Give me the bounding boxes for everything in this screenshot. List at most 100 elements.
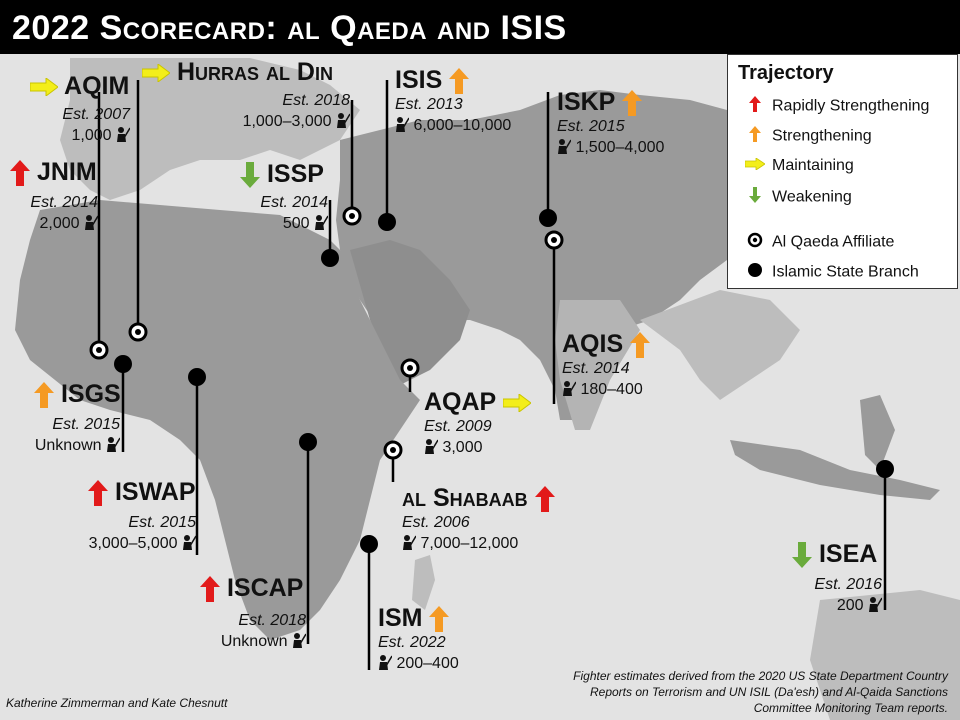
established: Est. 2014	[30, 194, 98, 211]
legend-item-maintaining: Maintaining	[744, 157, 854, 175]
group-name: al Shabaab	[402, 484, 528, 512]
source-note: Fighter estimates derived from the 2020 …	[573, 669, 948, 715]
legend-item-strengthening: Strengthening	[744, 126, 872, 147]
established: Est. 2016	[814, 576, 882, 593]
fighter-icon	[85, 215, 98, 230]
red-up-arrow-icon	[534, 486, 555, 513]
australia-land	[810, 590, 960, 720]
group-name: ISSP	[266, 160, 324, 188]
group-iswap-details: Est. 2015 3,000–5,000	[60, 512, 196, 554]
group-iskp: ISKP Est. 2015 1,500–4,000	[557, 88, 664, 158]
fighter-count: 3,000	[442, 439, 483, 456]
legend-title: Trajectory	[738, 62, 834, 84]
group-name: AQIM	[64, 72, 130, 100]
green-down-arrow-icon	[792, 542, 812, 569]
established: Est. 2015	[128, 514, 196, 531]
legend-item-al-qaeda: Al Qaeda Affiliate	[744, 232, 894, 253]
group-name: ISCAP	[226, 574, 304, 602]
madagascar-land	[412, 555, 435, 610]
leader-lines	[97, 80, 887, 670]
legend: Trajectory Rapidly Strengthening Strengt…	[727, 54, 958, 289]
fighter-icon	[558, 139, 571, 155]
established: Est. 2015	[52, 416, 120, 433]
fighter-count: 1,000	[71, 127, 112, 144]
group-name: ISWAP	[114, 478, 196, 506]
group-aqim-details: Est. 2007 1,000	[30, 104, 130, 146]
orange-up-arrow-icon	[449, 68, 470, 95]
page-title: 2022 Scorecard: al Qaeda and ISIS	[12, 9, 567, 47]
group-issp-details: Est. 2014 500	[228, 192, 328, 234]
group-issp: ISSP	[240, 160, 324, 189]
al-qaeda-markers	[89, 206, 564, 460]
red-up-arrow-icon	[10, 160, 30, 187]
legend-label: Rapidly Strengthening	[772, 97, 930, 115]
marker-isgs	[114, 355, 132, 373]
group-aqim: AQIM	[30, 72, 129, 100]
orange-up-arrow-icon	[749, 126, 761, 142]
group-isea-details: Est. 2016 200	[770, 574, 882, 616]
yellow-right-arrow-icon	[142, 64, 170, 83]
group-shabaab: al Shabaab Est. 2006 7,000–12,000	[402, 484, 555, 554]
fighter-count: Unknown	[220, 633, 288, 650]
fighter-icon	[563, 381, 576, 397]
arabia-land	[350, 240, 470, 385]
group-name: ISKP	[557, 88, 615, 116]
group-isea: ISEA	[792, 540, 878, 569]
group-name: ISM	[378, 604, 423, 632]
red-up-arrow-icon	[88, 480, 108, 507]
europe-land	[60, 58, 360, 200]
red-up-arrow-icon	[200, 576, 220, 603]
established: Est. 2013	[395, 96, 463, 114]
fighter-count: 7,000–12,000	[420, 535, 519, 553]
africa-land	[15, 200, 420, 640]
group-name: Hurras al Din	[176, 58, 333, 86]
group-name: AQIS	[562, 330, 624, 358]
red-up-arrow-icon	[749, 96, 761, 112]
fighter-count: Unknown	[34, 437, 102, 454]
group-iswap: ISWAP	[88, 478, 196, 507]
india-land	[555, 300, 640, 430]
legend-item-rapid: Rapidly Strengthening	[744, 96, 929, 117]
yellow-right-arrow-icon	[502, 394, 531, 413]
group-name: ISGS	[60, 380, 121, 408]
southeast-asia-land	[640, 290, 800, 400]
yellow-right-arrow-icon	[744, 157, 766, 171]
established: Est. 2015	[557, 118, 625, 136]
marker-isea	[876, 460, 894, 478]
group-ism: ISM Est. 2022 200–400	[378, 604, 459, 674]
legend-label: Al Qaeda Affiliate	[772, 233, 895, 251]
fighter-count: 1,500–4,000	[575, 139, 665, 157]
asia-land	[336, 90, 727, 420]
legend-item-islamic-state: Islamic State Branch	[744, 262, 919, 283]
group-hurras-details: Est. 2018 1,000–3,000	[220, 90, 350, 132]
marker-ism	[360, 535, 378, 553]
fighter-count: 3,000–5,000	[88, 535, 178, 552]
green-down-arrow-icon	[749, 187, 761, 203]
legend-label: Weakening	[772, 188, 852, 206]
solid-dot-icon	[748, 263, 762, 277]
group-name: ISEA	[818, 540, 878, 568]
established: Est. 2022	[378, 634, 446, 652]
legend-label: Strengthening	[772, 127, 872, 145]
fighter-count: 200–400	[396, 655, 459, 673]
fighter-icon	[117, 127, 130, 142]
fighter-count: 2,000	[39, 215, 80, 232]
marker-issp	[321, 249, 339, 267]
legend-label: Islamic State Branch	[772, 263, 919, 281]
fighter-count: 1,000–3,000	[242, 113, 332, 130]
orange-up-arrow-icon	[429, 606, 450, 633]
marker-iswap	[188, 368, 206, 386]
group-hurras: Hurras al Din	[142, 58, 333, 86]
group-isgs-details: Est. 2015 Unknown	[10, 414, 120, 456]
established: Est. 2009	[424, 418, 492, 435]
marker-iscap	[299, 433, 317, 451]
fighter-count: 180–400	[580, 381, 643, 399]
group-jnim-details: Est. 2014 2,000	[0, 192, 98, 234]
established: Est. 2007	[62, 106, 130, 123]
orange-up-arrow-icon	[621, 90, 642, 117]
fighter-count: 500	[282, 215, 310, 232]
orange-up-arrow-icon	[34, 382, 54, 409]
map-svg	[15, 58, 960, 720]
group-aqap: AQAP Est. 2009 3,000	[424, 388, 531, 458]
legend-label: Maintaining	[772, 157, 854, 175]
